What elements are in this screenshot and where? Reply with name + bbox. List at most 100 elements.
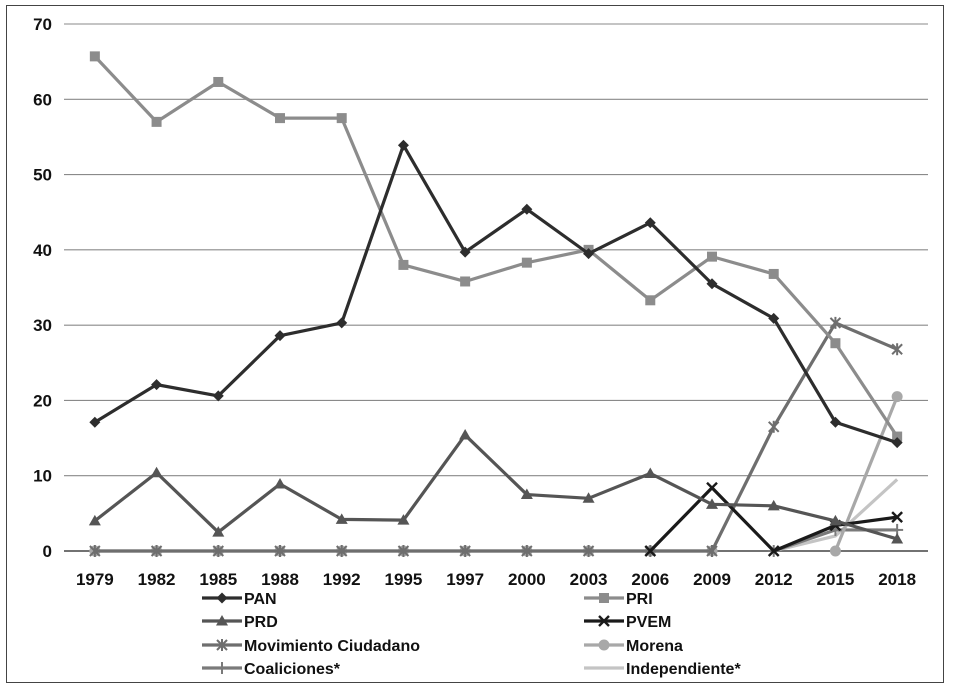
x-tick-label: 2018 (878, 570, 916, 589)
grid-lines (64, 23, 928, 552)
y-tick-label: 10 (33, 467, 52, 486)
data-point-pan (644, 217, 656, 229)
data-point-pri (151, 116, 162, 127)
series-line-pri (93, 55, 899, 438)
data-point-pvem (644, 545, 657, 557)
data-point-movimiento-ciudadano (274, 545, 286, 557)
x-tick-label: 2015 (817, 570, 855, 589)
data-point-prd (88, 514, 101, 526)
x-tick-label: 1992 (323, 570, 361, 589)
x-tick-label: 1985 (199, 570, 237, 589)
series-line-prd (93, 433, 898, 541)
y-axis-ticks: 0 10 20 30 40 50 60 70 (33, 15, 52, 561)
data-point-prd (520, 488, 533, 500)
legend-marker (598, 639, 610, 651)
data-point-pri (213, 76, 224, 87)
y-tick-label: 40 (33, 241, 52, 260)
series-line-pvem (649, 486, 898, 553)
x-tick-label: 2000 (508, 570, 546, 589)
data-point-pvem (891, 511, 903, 523)
data-point-pan (768, 312, 780, 324)
data-point-morena (891, 391, 903, 403)
data-point-movimiento-ciudadano (582, 545, 595, 557)
data-point-pri (336, 113, 347, 124)
data-point-pri (645, 295, 656, 306)
legend-marker (216, 615, 228, 626)
series-lines (88, 51, 904, 557)
data-point-pan (459, 246, 471, 258)
x-tick-label: 2012 (755, 570, 793, 589)
legend-item-movimiento-ciudadano: Movimiento Ciudadano (202, 638, 420, 655)
x-tick-label: 1979 (76, 570, 114, 589)
series-independiente (773, 478, 899, 553)
data-point-prd (459, 429, 472, 440)
legend-item-morena: Morena (584, 638, 683, 655)
data-point-pan (397, 139, 409, 151)
data-point-pan (521, 203, 533, 215)
series-pan (89, 139, 903, 449)
x-tick-label: 2003 (570, 570, 608, 589)
legend-marker (216, 639, 228, 651)
data-point-prd (891, 532, 904, 544)
data-point-movimiento-ciudadano (891, 343, 903, 356)
x-tick-label: 1988 (261, 570, 299, 589)
data-point-prd (212, 526, 225, 537)
legend-marker (599, 593, 609, 603)
y-tick-label: 20 (33, 391, 52, 410)
x-tick-label: 1997 (446, 570, 484, 589)
data-point-pan (151, 379, 163, 391)
data-point-movimiento-ciudadano (212, 545, 224, 557)
data-point-pan (891, 437, 903, 449)
data-point-pvem (706, 481, 718, 494)
legend-item-pvem: PVEM (584, 614, 671, 631)
x-axis-ticks: 1979 1982 1985 1988 1992 1995 1997 2000 2003 2006… (76, 570, 916, 589)
data-point-pan (89, 416, 101, 428)
x-tick-label: 2009 (693, 570, 731, 589)
y-tick-label: 0 (43, 542, 52, 561)
data-point-pri (521, 257, 532, 268)
data-point-prd (582, 492, 595, 503)
data-point-pri (707, 251, 717, 262)
data-point-prd (706, 498, 718, 509)
legend-label: PRD (244, 614, 278, 631)
series-prd (88, 429, 904, 544)
legend-item-prd: PRD (202, 614, 278, 631)
x-tick-label: 1982 (138, 570, 176, 589)
data-point-pri (830, 338, 841, 349)
data-point-pan (829, 416, 841, 428)
data-point-prd (644, 467, 657, 478)
y-tick-label: 30 (33, 316, 52, 335)
legend-item-independiente: Independiente* (584, 661, 741, 678)
data-point-movimiento-ciudadano (336, 545, 348, 557)
series-pri (89, 51, 903, 442)
legend-item-pan: PAN (202, 591, 277, 608)
series-line-movimiento-ciudadano (94, 321, 898, 553)
data-point-pri (460, 276, 471, 287)
legend-label: PRI (626, 591, 653, 608)
legend-label: PAN (244, 591, 277, 608)
data-point-movimiento-ciudadano (397, 545, 410, 557)
data-point-pri (892, 431, 903, 442)
data-point-pan (274, 330, 286, 342)
data-point-pri (89, 51, 100, 62)
y-tick-label: 50 (33, 166, 52, 185)
legend-marker (216, 592, 228, 604)
legend-label: Movimiento Ciudadano (244, 638, 420, 655)
data-point-movimiento-ciudadano (768, 420, 780, 433)
legend-label: PVEM (626, 614, 671, 631)
legend-item-pri: PRI (584, 591, 653, 608)
data-point-pri (398, 259, 409, 270)
data-point-prd (274, 477, 286, 489)
data-point-prd (397, 514, 410, 525)
data-point-pan (336, 317, 348, 329)
data-point-pan (212, 390, 224, 402)
legend-item-coaliciones: Coaliciones* (202, 661, 341, 678)
data-point-movimiento-ciudadano (459, 545, 471, 557)
data-point-movimiento-ciudadano (521, 545, 533, 557)
data-point-prd (829, 514, 842, 526)
x-tick-label: 1995 (385, 570, 423, 589)
data-point-movimiento-ciudadano (150, 545, 163, 557)
data-point-movimiento-ciudadano (829, 316, 842, 329)
data-point-morena (829, 545, 841, 557)
legend-marker (598, 615, 610, 627)
